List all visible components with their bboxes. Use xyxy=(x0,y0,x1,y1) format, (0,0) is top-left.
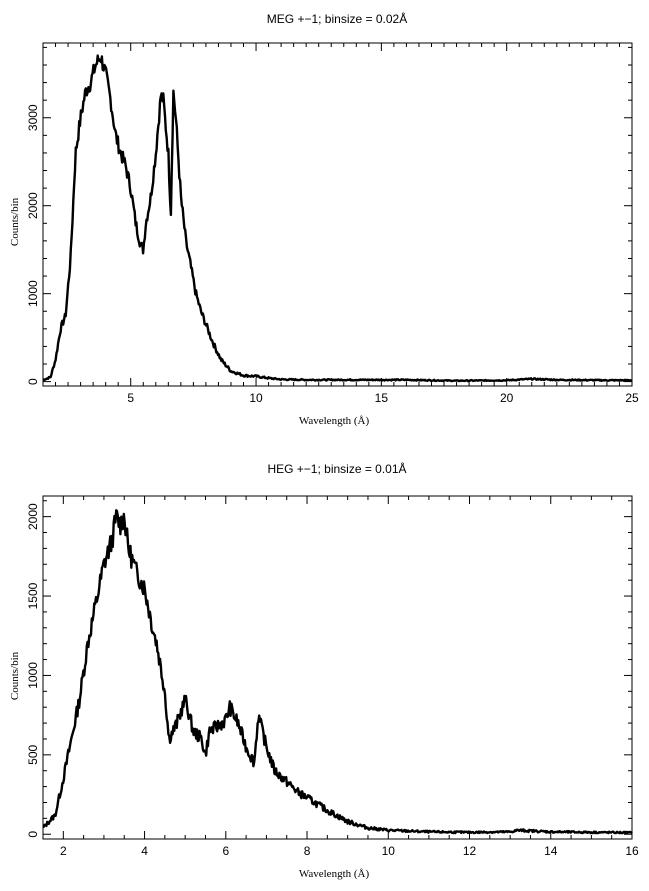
meg-y-tick-label: 1000 xyxy=(26,280,40,307)
meg-y-tick-label: 0 xyxy=(26,378,40,385)
heg-y-tick-label: 1500 xyxy=(26,582,40,609)
meg-y-tick-label: 3000 xyxy=(26,104,40,131)
heg-x-tick-label: 12 xyxy=(463,844,477,858)
meg-x-tick-label: 5 xyxy=(127,391,134,405)
meg-x-tick-label: 15 xyxy=(375,391,389,405)
heg-x-tick-label: 6 xyxy=(222,844,229,858)
meg-plot-frame xyxy=(42,42,633,387)
meg-x-tick-label: 10 xyxy=(249,391,263,405)
heg-y-tick-label: 1000 xyxy=(26,662,40,689)
heg-plot-frame xyxy=(42,495,633,840)
heg-x-tick-label: 4 xyxy=(141,844,148,858)
heg-y-tick-label: 500 xyxy=(26,745,40,765)
meg-y-axis-label: Counts/bin xyxy=(9,197,21,246)
heg-y-tick-label: 0 xyxy=(26,831,40,838)
heg-spectrum-panel: HEG +−1; binsize = 0.01Å 2 4 6 8 10 12 14 16 0 50… xyxy=(9,461,639,880)
meg-chart-title: MEG +−1; binsize = 0.02Å xyxy=(267,11,407,26)
meg-spectrum-panel: MEG +−1; binsize = 0.02Å 5 10 15 20 25 0 1000 2… xyxy=(9,11,639,427)
meg-y-tick-label: 2000 xyxy=(26,192,40,219)
heg-axis-ticks xyxy=(42,496,633,839)
heg-x-axis-label: Wavelength (Å) xyxy=(299,868,370,880)
heg-x-tick-label: 10 xyxy=(382,844,396,858)
heg-x-tick-label: 14 xyxy=(544,844,558,858)
heg-y-tick-label: 2000 xyxy=(26,503,40,530)
meg-x-tick-label: 25 xyxy=(625,391,639,405)
heg-x-tick-label: 16 xyxy=(625,844,639,858)
meg-spectrum-line xyxy=(42,54,633,383)
heg-chart-title: HEG +−1; binsize = 0.01Å xyxy=(267,461,406,476)
meg-tick-labels: 5 10 15 20 25 0 1000 2000 3000 xyxy=(26,104,639,405)
meg-x-tick-label: 20 xyxy=(500,391,514,405)
heg-spectrum-line xyxy=(42,509,633,835)
meg-axis-ticks xyxy=(42,43,633,386)
heg-tick-labels: 2 4 6 8 10 12 14 16 0 500 1000 1500 2000 xyxy=(26,503,639,858)
meg-x-axis-label: Wavelength (Å) xyxy=(299,415,370,427)
heg-x-tick-label: 2 xyxy=(60,844,67,858)
heg-y-axis-label: Counts/bin xyxy=(9,651,21,700)
heg-x-tick-label: 8 xyxy=(304,844,311,858)
